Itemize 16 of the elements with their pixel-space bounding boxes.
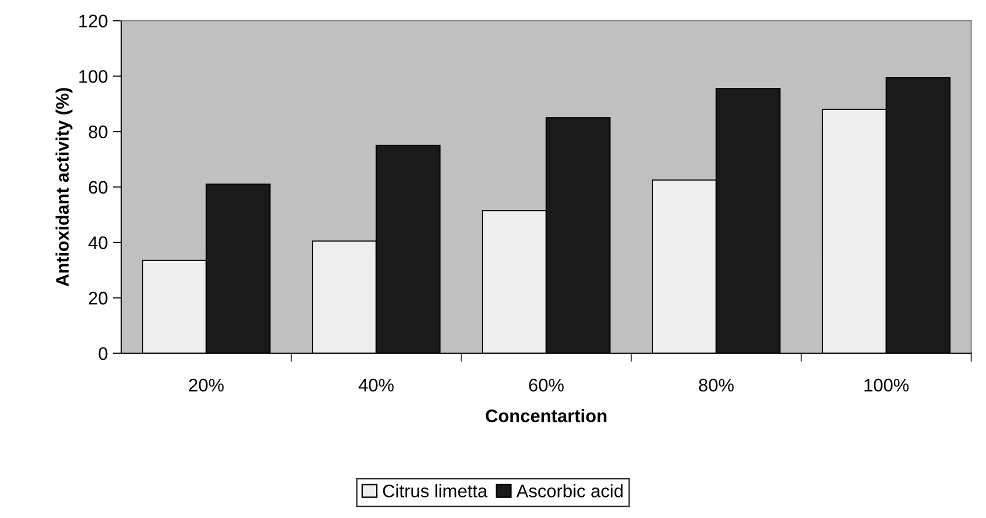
y-tick-label: 40 bbox=[88, 236, 108, 250]
y-tick-label: 120 bbox=[79, 14, 108, 28]
x-axis-title: Concentartion bbox=[486, 408, 606, 422]
y-tick-label: 0 bbox=[98, 347, 108, 360]
x-tick-label: 20% bbox=[189, 378, 224, 392]
x-tick-label: 40% bbox=[358, 378, 394, 392]
x-tick-label: 80% bbox=[698, 378, 734, 392]
y-tick-label: 80 bbox=[88, 126, 108, 138]
legend-label: Citrus limetta bbox=[383, 484, 488, 498]
y-axis-title: Antioxidant activity (%) bbox=[56, 88, 72, 286]
x-tick-label: 100% bbox=[864, 378, 909, 392]
x-tick-label: 60% bbox=[529, 378, 564, 392]
y-tick-label: 60 bbox=[88, 180, 108, 194]
y-tick-label: 20 bbox=[88, 292, 108, 305]
y-tick-label: 100 bbox=[79, 70, 108, 83]
legend-label: Ascorbic acid bbox=[516, 484, 623, 498]
